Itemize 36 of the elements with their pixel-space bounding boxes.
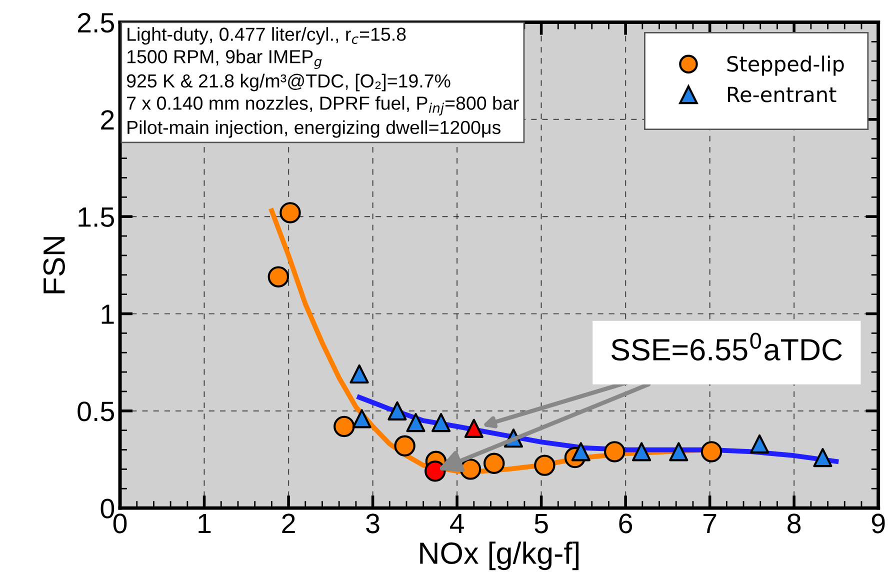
y-tick-label: 2 bbox=[101, 110, 114, 130]
point bbox=[352, 409, 372, 428]
point bbox=[388, 401, 407, 420]
x-tick-label: 5 bbox=[534, 514, 548, 534]
annotation: SSE=6.55$^{0}$aTDC bbox=[611, 332, 842, 361]
y-tick-label: 1 bbox=[102, 304, 114, 324]
point bbox=[632, 442, 652, 462]
annotation: Light-duty, 0.477 liter/cyl., r$_{c}$=15.8 bbox=[128, 27, 406, 45]
x-tick-label: 4 bbox=[450, 514, 464, 534]
x-tick-label: 7 bbox=[704, 514, 716, 534]
y-tick-label: 0.5 bbox=[78, 402, 114, 422]
y-axis-title: FSN bbox=[43, 237, 65, 294]
point bbox=[406, 413, 426, 432]
point bbox=[350, 364, 369, 384]
point bbox=[813, 448, 832, 468]
annotation: Pilot-main injection, energizing dwell=1200μs bbox=[128, 120, 500, 138]
legend-label: Stepped-lip bbox=[727, 56, 844, 76]
point bbox=[464, 418, 484, 438]
x-tick-label: 9 bbox=[872, 514, 885, 534]
point bbox=[431, 413, 451, 432]
y-tick-label: 0 bbox=[100, 498, 114, 518]
y-tick-label: 2.5 bbox=[78, 12, 114, 33]
x-tick-label: 8 bbox=[788, 514, 801, 534]
point bbox=[669, 442, 688, 462]
legend-label: Re-entrant bbox=[728, 86, 836, 102]
x-tick-label: 3 bbox=[366, 514, 380, 534]
x-tick-label: 1 bbox=[198, 514, 211, 534]
x-tick-label: 2 bbox=[282, 514, 295, 534]
point bbox=[750, 434, 770, 454]
annotation: 1500 RPM, 9bar IMEP$_{g}$ bbox=[128, 50, 322, 69]
x-tick-label: 6 bbox=[619, 514, 632, 534]
point bbox=[571, 442, 590, 462]
annotation: 7 x 0.140 mm nozzles, DPRF fuel, P$_{inj}$=800 bar bbox=[127, 96, 519, 116]
x-axis-title: NOx [g/kg-f] bbox=[420, 542, 578, 570]
annotation: 925 K & 21.8 kg/m³@TDC, [O₂]=19.7% bbox=[126, 74, 450, 92]
y-tick-label: 1.5 bbox=[78, 208, 114, 227]
